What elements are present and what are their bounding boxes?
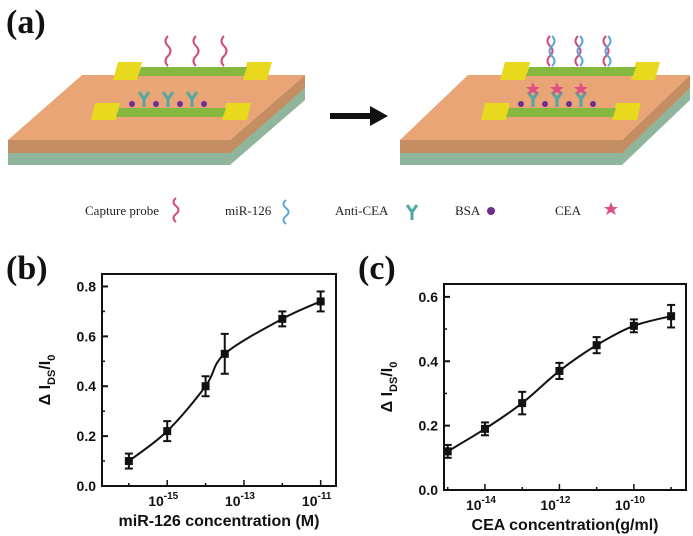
electrode — [243, 62, 272, 80]
channel — [506, 108, 616, 117]
hybridized-probe — [546, 35, 612, 67]
legend-bsa: BSA — [455, 203, 481, 218]
y-axis-title: Δ IDS/I0 — [379, 362, 400, 413]
x-tick-label: 10-12 — [540, 495, 570, 513]
cea-icon — [604, 202, 618, 215]
substrate-top — [400, 75, 690, 140]
panel-label-a: (a) — [6, 4, 46, 41]
x-axis-title: CEA concentration(g/ml) — [472, 517, 659, 534]
electrode — [91, 103, 120, 120]
electrode — [222, 103, 251, 120]
legend: Capture probe miR-126 Anti-CEA BSA CEA — [85, 197, 618, 225]
substrate-base — [400, 85, 690, 165]
y-tick-label: 0.8 — [77, 278, 97, 294]
y-tick-label: 0.4 — [419, 353, 439, 369]
antibody — [526, 91, 588, 107]
y-tick-label: 0.2 — [77, 428, 97, 444]
data-point — [667, 312, 676, 321]
x-tick-label: 10-14 — [466, 495, 496, 513]
data-point — [518, 399, 527, 408]
substrate-side — [8, 75, 305, 153]
y-tick-label: 0.4 — [77, 378, 97, 394]
capture-probe — [220, 35, 228, 67]
x-axis-title: miR-126 concentration (M) — [119, 513, 320, 530]
capture-probe-icon — [172, 197, 180, 223]
y-tick-label: 0.2 — [419, 418, 439, 434]
data-point — [592, 341, 601, 350]
legend-capture-probe: Capture probe — [85, 203, 159, 218]
data-point — [278, 314, 287, 323]
data-point — [201, 382, 210, 391]
capture-probe — [164, 35, 172, 67]
cea-bound — [526, 82, 588, 95]
sensor-schematic: Capture probe miR-126 Anti-CEA BSA CEA — [8, 35, 690, 225]
mir126-icon — [282, 199, 290, 225]
data-point — [443, 447, 452, 456]
bsa — [518, 101, 596, 107]
plot-frame — [443, 283, 687, 491]
substrate-base — [8, 85, 305, 165]
data-point — [555, 366, 564, 375]
bsa-icon — [487, 207, 495, 215]
x-tick-label: 10-10 — [615, 495, 645, 513]
electrode — [113, 62, 142, 80]
arrow-icon — [330, 106, 388, 126]
plot-frame — [101, 273, 337, 487]
electrode — [481, 103, 510, 120]
electrode — [612, 103, 641, 120]
y-axis-title: Δ IDS/I0 — [37, 355, 58, 406]
data-point — [480, 424, 489, 433]
legend-cea: CEA — [555, 203, 582, 218]
antibody-icon — [405, 204, 419, 220]
capture-probe — [192, 35, 200, 67]
data-point — [124, 457, 133, 466]
electrode — [500, 62, 530, 80]
y-tick-label: 0.0 — [419, 482, 439, 498]
channel — [138, 67, 247, 76]
y-tick-label: 0.6 — [77, 328, 97, 344]
channel — [526, 67, 636, 76]
substrate-side — [400, 75, 690, 153]
data-point — [629, 321, 638, 330]
chip-before — [8, 35, 305, 165]
data-point — [220, 349, 229, 358]
legend-mir126: miR-126 — [225, 203, 272, 218]
chip-after — [400, 35, 690, 165]
legend-anti-cea: Anti-CEA — [335, 203, 389, 218]
data-point — [316, 297, 325, 306]
panel-label-b: (b) — [6, 250, 48, 287]
substrate-top — [8, 75, 305, 140]
y-tick-label: 0.6 — [419, 289, 439, 305]
panel-label-c: (c) — [358, 250, 396, 287]
channel — [116, 108, 226, 117]
bsa — [129, 101, 207, 107]
y-tick-label: 0.0 — [77, 478, 97, 494]
electrode — [631, 62, 660, 80]
antibody — [137, 91, 199, 107]
data-point — [163, 427, 172, 436]
